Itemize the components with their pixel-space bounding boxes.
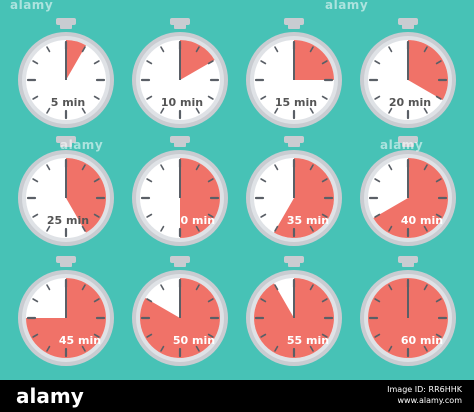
- stopwatch-crown: [170, 18, 190, 29]
- stopwatch-crown: [170, 136, 190, 147]
- stopwatch-grid: 5 min 10 min 15 min 20 min 25 min 30 min 35 mi…: [16, 12, 458, 370]
- duration-label: 55 min: [287, 334, 329, 347]
- stopwatch-icon: 35 min: [246, 136, 342, 246]
- elapsed-sector: [373, 158, 448, 238]
- elapsed-sector: [294, 40, 334, 80]
- stopwatch-55-min: 55 min: [244, 250, 344, 370]
- stopwatch-5-min: 5 min: [16, 12, 116, 132]
- stopwatch-50-min: 50 min: [130, 250, 230, 370]
- stopwatch-crown: [170, 256, 190, 267]
- duration-label: 15 min: [275, 96, 317, 109]
- stopwatch-icon: 10 min: [132, 18, 228, 128]
- watermark: alamy: [380, 138, 424, 152]
- image-id-site: www.alamy.com: [397, 396, 462, 405]
- tick-marks: [26, 40, 106, 120]
- stopwatch-crown: [56, 256, 76, 267]
- elapsed-sector: [180, 158, 220, 238]
- stopwatch-icon: 40 min: [360, 136, 456, 246]
- image-id: Image ID: RR6HHK www.alamy.com: [387, 384, 462, 406]
- stopwatch-10-min: 10 min: [130, 12, 230, 132]
- stopwatch-crown: [284, 18, 304, 29]
- duration-label: 20 min: [389, 96, 431, 109]
- elapsed-sector: [274, 158, 334, 238]
- tick-marks: [140, 158, 220, 238]
- stopwatch-20-min: 20 min: [358, 12, 458, 132]
- watermark: alamy: [60, 138, 104, 152]
- stopwatch-icon: 15 min: [246, 18, 342, 128]
- duration-label: 40 min: [401, 214, 443, 227]
- brand-logo: alamy: [16, 384, 84, 408]
- watermark: alamy: [10, 0, 54, 12]
- stopwatch-icon: 5 min: [18, 18, 114, 128]
- stopwatch-crown: [56, 18, 76, 29]
- stopwatch-crown: [284, 256, 304, 267]
- duration-label: 50 min: [173, 334, 215, 347]
- stopwatch-icon: 45 min: [18, 256, 114, 366]
- stopwatch-crown: [284, 136, 304, 147]
- stopwatch-icon: 55 min: [246, 256, 342, 366]
- stopwatch-crown: [398, 136, 418, 147]
- stopwatch-icon: 20 min: [360, 18, 456, 128]
- duration-label: 35 min: [287, 214, 329, 227]
- stopwatch-crown: [56, 136, 76, 147]
- stopwatch-icon: 60 min: [360, 256, 456, 366]
- stopwatch-35-min: 35 min: [244, 130, 344, 250]
- duration-label: 60 min: [401, 334, 443, 347]
- stopwatch-25-min: 25 min: [16, 130, 116, 250]
- tick-marks: [140, 278, 220, 358]
- duration-label: 45 min: [59, 334, 101, 347]
- elapsed-sector: [408, 40, 448, 100]
- stopwatch-icon: 50 min: [132, 256, 228, 366]
- elapsed-sector: [66, 40, 86, 80]
- stopwatch-30-min: 30 min: [130, 130, 230, 250]
- stopwatch-crown: [398, 18, 418, 29]
- stopwatch-icon: 30 min: [132, 136, 228, 246]
- duration-label: 25 min: [47, 214, 89, 227]
- elapsed-sector: [66, 158, 106, 233]
- stopwatch-45-min: 45 min: [16, 250, 116, 370]
- duration-label: 10 min: [161, 96, 203, 109]
- stopwatch-crown: [398, 256, 418, 267]
- image-id-code: Image ID: RR6HHK: [387, 385, 462, 394]
- elapsed-sector: [180, 40, 215, 80]
- footer-bar: alamy Image ID: RR6HHK www.alamy.com: [0, 380, 474, 412]
- duration-label: 5 min: [51, 96, 86, 109]
- duration-label: 30 min: [173, 214, 215, 227]
- watermark: alamy: [325, 0, 369, 12]
- stopwatch-icon: 25 min: [18, 136, 114, 246]
- stopwatch-15-min: 15 min: [244, 12, 344, 132]
- stopwatch-60-min: 60 min: [358, 250, 458, 370]
- stopwatch-40-min: 40 min: [358, 130, 458, 250]
